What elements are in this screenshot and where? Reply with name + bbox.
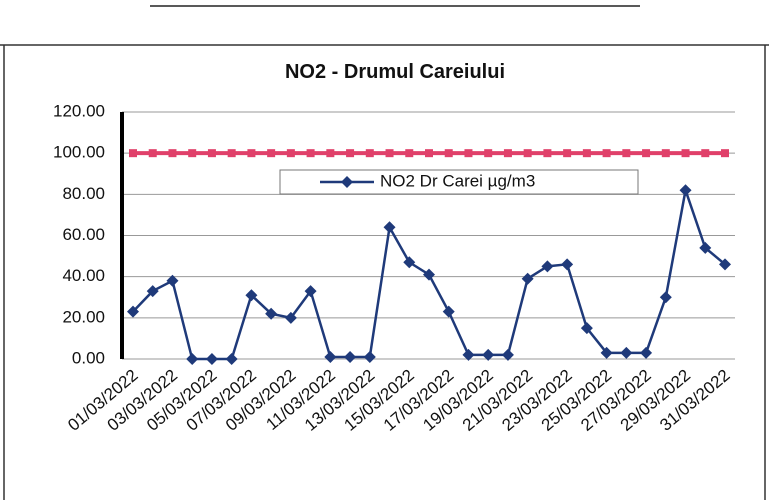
marker — [640, 346, 653, 359]
marker — [286, 149, 295, 158]
marker — [580, 322, 593, 335]
marker — [699, 241, 712, 254]
chart-title: NO2 - Drumul Careiului — [285, 61, 505, 83]
marker — [600, 346, 613, 359]
marker — [425, 149, 433, 158]
y-tick-label: 100.00 — [53, 143, 105, 162]
marker — [385, 149, 394, 158]
marker — [227, 149, 236, 158]
y-tick-label: 0.00 — [72, 348, 105, 367]
marker — [659, 291, 672, 304]
marker — [543, 149, 552, 158]
marker — [503, 149, 512, 158]
y-tick-label: 20.00 — [62, 307, 105, 326]
marker — [365, 149, 374, 158]
marker — [245, 289, 258, 302]
marker — [247, 149, 256, 158]
marker — [679, 184, 692, 197]
y-tick-label: 60.00 — [62, 225, 105, 244]
marker — [563, 149, 572, 158]
marker — [719, 258, 731, 271]
marker — [642, 149, 651, 158]
marker — [442, 305, 455, 318]
marker — [622, 149, 631, 158]
marker — [363, 350, 376, 363]
marker — [561, 258, 574, 271]
marker — [681, 149, 690, 158]
marker — [346, 149, 355, 158]
marker — [267, 149, 276, 158]
marker — [464, 149, 473, 158]
marker — [423, 268, 435, 281]
marker — [127, 305, 139, 318]
marker — [166, 274, 179, 287]
marker — [541, 260, 554, 273]
marker — [602, 149, 611, 158]
marker — [146, 285, 159, 298]
marker — [265, 307, 278, 320]
marker — [501, 348, 514, 361]
marker — [168, 149, 177, 158]
marker — [129, 149, 137, 158]
marker — [324, 350, 337, 363]
marker — [207, 149, 216, 158]
y-tick-label: 80.00 — [62, 184, 105, 203]
marker — [403, 256, 416, 269]
marker — [304, 285, 317, 298]
marker — [383, 221, 396, 234]
marker — [186, 353, 199, 365]
marker — [205, 353, 218, 365]
marker — [484, 149, 493, 158]
marker — [344, 350, 357, 363]
legend-marker — [341, 176, 353, 188]
marker — [523, 149, 532, 158]
marker — [225, 353, 238, 365]
marker — [284, 311, 297, 324]
marker — [620, 346, 633, 359]
marker — [701, 149, 710, 158]
marker — [148, 149, 157, 158]
marker — [188, 149, 197, 158]
legend-box — [279, 169, 639, 195]
marker — [521, 272, 534, 285]
marker — [306, 149, 315, 158]
marker — [582, 149, 591, 158]
y-tick-label: 40.00 — [62, 266, 105, 285]
y-tick-label: 120.00 — [53, 101, 105, 120]
legend-label: NO2 Dr Carei µg/m3 — [380, 171, 535, 190]
marker — [326, 149, 335, 158]
marker — [444, 149, 453, 158]
marker — [482, 348, 495, 361]
marker — [661, 149, 670, 158]
marker — [462, 348, 475, 361]
marker — [721, 149, 729, 158]
marker — [405, 149, 414, 158]
